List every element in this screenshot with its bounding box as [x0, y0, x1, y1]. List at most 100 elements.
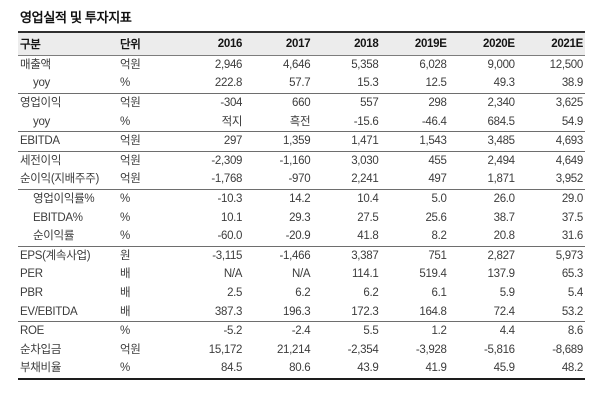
value-cell: 3,625 [555, 96, 584, 109]
value-cell: 2.5 [227, 286, 243, 299]
value-cell: 2,241 [351, 173, 379, 186]
table-row: 부채비율% 84.5 80.6 43.9 41.9 45.9 48.2 [18, 360, 585, 380]
value-cell: 15,172 [208, 343, 243, 356]
table-row: 순이익(지배주주) 억원 -1,768 -970 2,241 497 1,871 3,952 [18, 171, 585, 190]
row-label: yoy [33, 115, 50, 128]
row-label: EBITDA% [33, 211, 83, 224]
column-header: 2021E [551, 38, 583, 50]
row-unit: 억원 [120, 173, 141, 186]
value-cell: 14.2 [289, 192, 311, 205]
table-row: yoy% 적지 흑전 -15.6 -46.4 684.5 54.9 [18, 113, 585, 132]
value-cell: 31.6 [561, 230, 583, 243]
value-cell: 172.3 [351, 305, 379, 318]
value-cell: 29.3 [289, 211, 311, 224]
value-cell: 4.4 [499, 325, 515, 338]
value-cell: -970 [288, 173, 311, 186]
row-label: PER [20, 268, 43, 281]
value-cell: 1,359 [283, 135, 311, 148]
row-unit: % [120, 362, 130, 375]
row-unit: % [120, 211, 130, 224]
value-cell: 26.0 [493, 192, 515, 205]
value-cell: 80.6 [289, 362, 311, 375]
value-cell: 41.9 [425, 362, 447, 375]
value-cell: 2,494 [487, 154, 516, 167]
table-row: yoy% 222.8 57.7 15.3 12.5 49.3 38.9 [18, 75, 585, 94]
value-cell: 12.5 [425, 77, 447, 90]
value-cell: 9,000 [487, 58, 516, 71]
value-cell: 48.2 [561, 362, 583, 375]
value-cell: -8,689 [552, 343, 583, 356]
row-label: 세전이익 [20, 154, 62, 167]
value-cell: 흑전 [289, 115, 311, 128]
header-row: 구분 단위 2016 2017 2018 2019E 2020E 2021E [18, 32, 585, 56]
value-cell: 38.7 [493, 211, 515, 224]
value-cell: 2,946 [214, 58, 243, 71]
value-cell: 5.0 [431, 192, 447, 205]
table-row: EBITDA 억원 297 1,359 1,471 1,543 3,485 4,693 [18, 131, 585, 152]
value-cell: 54.9 [561, 115, 583, 128]
table-row: ROE% -5.2 -2.4 5.5 1.2 4.4 8.6 [18, 321, 585, 341]
value-cell: 2,827 [487, 249, 516, 262]
value-cell: 12,500 [549, 58, 584, 71]
row-unit: 억원 [120, 154, 141, 167]
value-cell: 27.5 [357, 211, 379, 224]
value-cell: 2,340 [487, 96, 516, 109]
value-cell: 196.3 [283, 305, 311, 318]
value-cell: 164.8 [419, 305, 447, 318]
value-cell: -15.6 [353, 115, 379, 128]
table-row: EV/EBITDA 배 387.3 196.3 172.3 164.8 72.4 53.2 [18, 303, 585, 322]
value-cell: 497 [428, 173, 447, 186]
value-cell: 5.9 [499, 286, 515, 299]
row-unit: 배 [120, 268, 131, 281]
value-cell: 6.2 [363, 286, 379, 299]
value-cell: 21,214 [276, 343, 311, 356]
row-label: 순이익(지배주주) [20, 173, 100, 186]
row-label: yoy [33, 77, 50, 90]
value-cell: 1.2 [431, 325, 447, 338]
row-unit: % [120, 192, 130, 205]
table-title: 영업실적 및 투자지표 [20, 10, 132, 25]
value-cell: 387.3 [214, 305, 243, 318]
row-label: ROE [20, 325, 45, 338]
value-cell: 684.5 [487, 115, 516, 128]
value-cell: 49.3 [493, 77, 515, 90]
value-cell: 660 [292, 96, 311, 109]
value-cell: 45.9 [493, 362, 515, 375]
value-cell: 114.1 [352, 268, 379, 281]
value-cell: 5.4 [567, 286, 583, 299]
value-cell: N/A [223, 268, 243, 281]
table-row: 매출액 억원 2,946 4,646 5,358 6,028 9,000 12,500 [18, 56, 585, 75]
row-unit: 억원 [120, 135, 141, 148]
value-cell: 557 [360, 96, 379, 109]
table-row: PER 배 N/A N/A 114.1 519.4 137.9 65.3 [18, 266, 585, 285]
value-cell: -46.4 [421, 115, 447, 128]
value-cell: 8.2 [431, 230, 447, 243]
value-cell: -1,768 [211, 173, 243, 186]
value-cell: 4,649 [555, 154, 584, 167]
value-cell: 1,543 [419, 135, 447, 148]
row-unit: 억원 [120, 343, 141, 356]
value-cell: 455 [428, 154, 447, 167]
value-cell: 53.2 [561, 305, 583, 318]
value-cell: 6,028 [419, 58, 447, 71]
value-cell: 6.2 [295, 286, 311, 299]
row-unit: % [120, 230, 130, 243]
value-cell: 1,871 [487, 173, 516, 186]
table-row: EPS(계속사업) 원 -3,115 -1,466 3,387 751 2,827 5,973 [18, 246, 585, 265]
value-cell: -2,354 [347, 343, 379, 356]
row-unit: % [120, 115, 130, 128]
value-cell: 297 [223, 135, 243, 148]
table-row: PBR 배 2.5 6.2 6.2 6.1 5.9 5.4 [18, 284, 585, 303]
value-cell: 1,471 [351, 135, 379, 148]
value-cell: 41.8 [357, 230, 379, 243]
table-row: 영업이익 억원 -304 660 557 298 2,340 3,625 [18, 93, 585, 113]
row-unit: % [120, 325, 130, 338]
row-label: 매출액 [20, 58, 51, 71]
value-cell: 37.5 [561, 211, 583, 224]
row-label: 순차입금 [20, 343, 62, 356]
value-cell: 519.4 [419, 268, 447, 281]
report-page: 영업실적 및 투자지표 구분 단위 2016 2017 2018 2019E 2020E 20… [18, 10, 585, 381]
value-cell: -304 [220, 96, 243, 109]
value-cell: -3,928 [415, 343, 447, 356]
table-row: 영업이익률%% -10.3 14.2 10.4 5.0 26.0 29.0 [18, 189, 585, 209]
